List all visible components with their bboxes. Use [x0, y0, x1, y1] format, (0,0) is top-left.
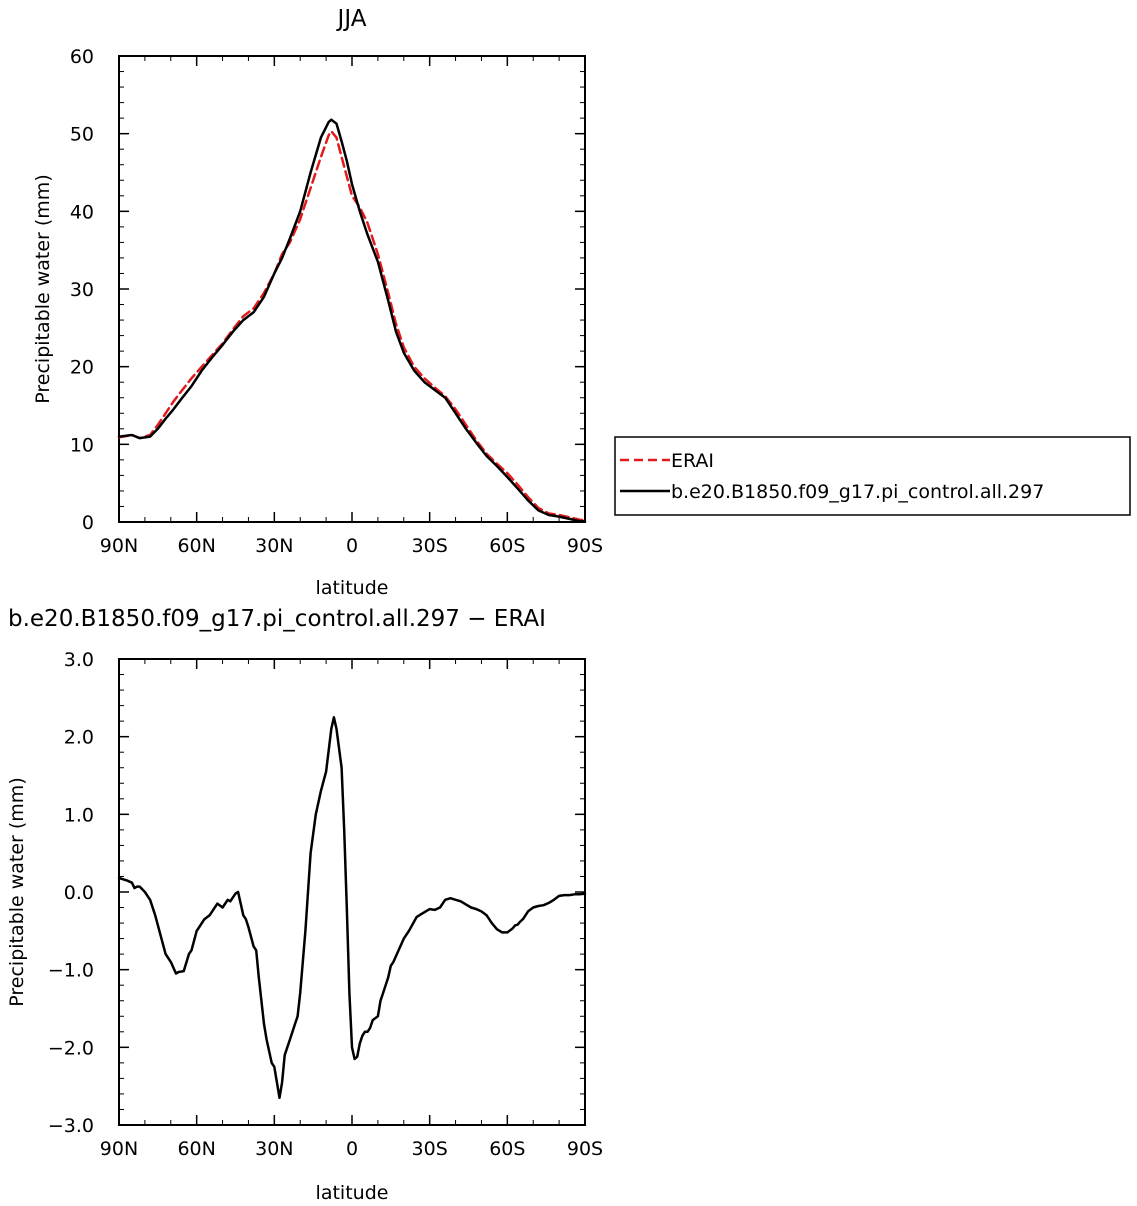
legend-box: [614, 436, 1131, 516]
top-series-group: [117, 118, 587, 523]
bottom-y-tick-label: −2.0: [48, 1037, 94, 1059]
bottom-x-tick-label: 60N: [177, 1138, 215, 1160]
legend-label-erai: ERAI: [671, 450, 714, 472]
bottom-panel: b.e20.B1850.f09_g17.pi_control.all.297 −…: [6, 606, 603, 1204]
top-series-line-erai: [117, 130, 587, 522]
bottom-x-tick-label: 90S: [567, 1138, 603, 1160]
bottom-chart-title: b.e20.B1850.f09_g17.pi_control.all.297 −…: [8, 606, 546, 632]
top-plot-frame: [118, 55, 586, 523]
bottom-x-tick-label: 30N: [255, 1138, 293, 1160]
top-y-tick-label: 30: [70, 279, 94, 301]
bottom-y-tick-label: −1.0: [48, 960, 94, 982]
bottom-y-tick-label: −3.0: [48, 1115, 94, 1137]
top-x-tick-label: 30N: [255, 535, 293, 557]
bottom-series-line-model: [117, 716, 587, 1100]
top-x-tick-label: 60N: [177, 535, 215, 557]
top-y-tick-label: 20: [70, 357, 94, 379]
top-y-axis-title: Precipitable water (mm): [32, 174, 54, 403]
bottom-y-tick-label: 0.0: [64, 882, 94, 904]
top-series-line-model: [117, 118, 587, 523]
bottom-x-tick-label: 60S: [489, 1138, 525, 1160]
legend: ERAI b.e20.B1850.f09_g17.pi_control.all.…: [614, 436, 1131, 516]
top-x-tick-label: 90S: [567, 535, 603, 557]
top-y-tick-label: 10: [70, 434, 94, 456]
bottom-x-tick-label: 30S: [412, 1138, 448, 1160]
top-y-tick-label: 40: [70, 201, 94, 223]
top-panel: JJA 90N 60N 30N 0 30S 60S 90S 0 10 20 30 40 50 60 lat…: [32, 6, 603, 599]
top-x-tick-label: 90N: [100, 535, 138, 557]
bottom-y-tick-label: 2.0: [64, 727, 94, 749]
bottom-y-tick-label: 1.0: [64, 804, 94, 826]
bottom-y-tick-label: 3.0: [64, 649, 94, 671]
bottom-plot-frame: [118, 658, 586, 1126]
legend-label-model: b.e20.B1850.f09_g17.pi_control.all.297: [671, 481, 1044, 503]
top-y-tick-label: 50: [70, 124, 94, 146]
bottom-y-axis-title: Precipitable water (mm): [6, 777, 28, 1006]
top-ticks: 90N 60N 30N 0 30S 60S 90S 0 10 20 30 40 50 60: [70, 46, 603, 557]
top-y-tick-label: 0: [82, 512, 94, 534]
bottom-x-tick-label: 90N: [100, 1138, 138, 1160]
top-x-axis-title: latitude: [316, 577, 389, 599]
top-y-tick-label: 60: [70, 46, 94, 68]
bottom-x-axis-title: latitude: [316, 1182, 389, 1204]
bottom-series-group: [117, 716, 587, 1100]
bottom-x-tick-label: 0: [346, 1138, 358, 1160]
top-x-tick-label: 60S: [489, 535, 525, 557]
bottom-ticks: 90N 60N 30N 0 30S 60S 90S −3.0 −2.0 −1.0 0.0 1.0 2.0…: [48, 649, 603, 1160]
top-x-tick-label: 30S: [412, 535, 448, 557]
top-chart-title: JJA: [336, 6, 367, 32]
top-x-tick-label: 0: [346, 535, 358, 557]
